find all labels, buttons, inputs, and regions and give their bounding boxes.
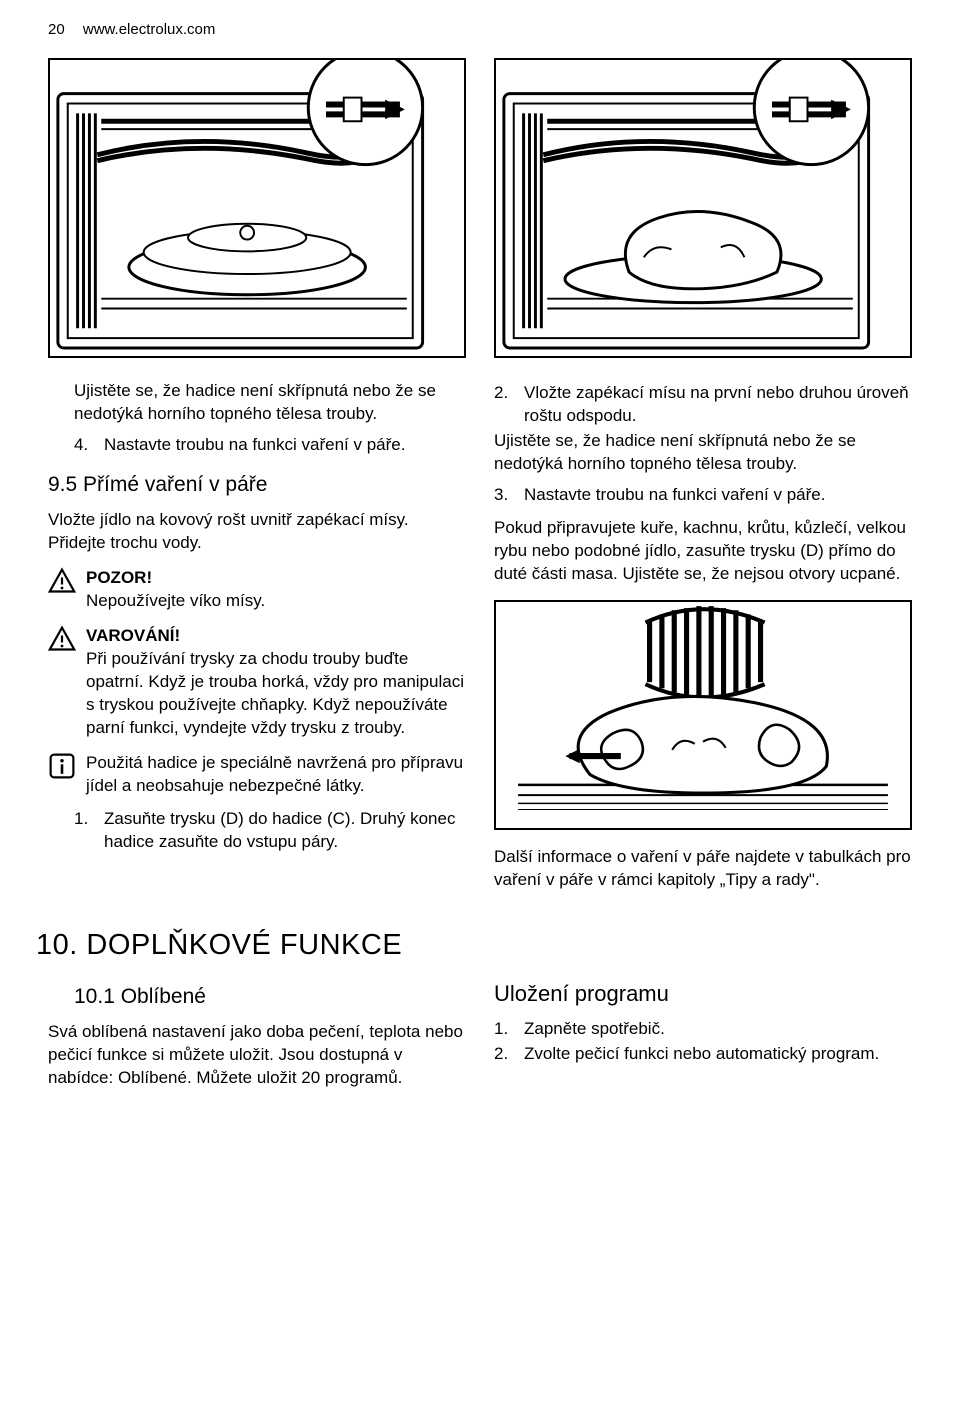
- varovani-bold: VAROVÁNÍ!: [86, 625, 466, 648]
- right-column: 2. Vložte zapékací mísu na první nebo dr…: [494, 380, 912, 899]
- figure-oven-chicken: [494, 58, 912, 358]
- num-1: 1.: [74, 808, 96, 854]
- r-text-3: Nastavte troubu na funkci vaření v páře.: [524, 484, 825, 507]
- warning-icon: [48, 625, 76, 653]
- p101: Svá oblíbená nastavení jako doba pečení,…: [48, 1021, 466, 1090]
- right-item-2: 2. Vložte zapékací mísu na první nebo dr…: [494, 382, 912, 428]
- r-text-2: Vložte zapékací mísu na první nebo druho…: [524, 382, 912, 428]
- info-icon: [48, 752, 76, 780]
- callout-pozor-body: POZOR! Nepoužívejte víko mísy.: [86, 567, 466, 613]
- info-text: Použitá hadice je speciálně navržená pro…: [86, 752, 466, 798]
- left-column: Ujistěte se, že hadice není skřípnutá ne…: [48, 380, 466, 899]
- right-p1: Ujistěte se, že hadice není skřípnutá ne…: [494, 430, 912, 476]
- left-item-1: 1. Zasuňte trysku (D) do hadice (C). Dru…: [48, 808, 466, 854]
- figure-grill-chicken: [494, 600, 912, 830]
- pozor-text: Nepoužívejte víko mísy.: [86, 590, 466, 613]
- s-text-1: Zapněte spotřebič.: [524, 1018, 665, 1041]
- header-url: www.electrolux.com: [83, 21, 216, 38]
- text-4: Nastavte troubu na funkci vaření v páře.: [104, 434, 405, 457]
- varovani-text: Při používání trysky za chodu trouby buď…: [86, 648, 466, 740]
- content-columns: Ujistěte se, že hadice není skřípnutá ne…: [48, 380, 912, 899]
- heading-save: Uložení programu: [494, 979, 912, 1009]
- left-p2: Vložte jídlo na kovový rošt uvnitř zapék…: [48, 509, 466, 555]
- r-num-2: 2.: [494, 382, 516, 428]
- right-p2: Pokud připravujete kuře, kachnu, krůtu, …: [494, 517, 912, 586]
- r-num-3: 3.: [494, 484, 516, 507]
- bottom-columns: 10.1 Oblíbené Svá oblíbená nastavení jak…: [48, 973, 912, 1098]
- pozor-bold: POZOR!: [86, 567, 466, 590]
- bottom-right: Uložení programu 1. Zapněte spotřebič. 2…: [494, 973, 912, 1098]
- page-number: 20: [48, 20, 65, 40]
- save-item-1: 1. Zapněte spotřebič.: [494, 1018, 912, 1041]
- callout-pozor: POZOR! Nepoužívejte víko mísy.: [48, 567, 466, 613]
- callout-varovani-body: VAROVÁNÍ! Při používání trysky za chodu …: [86, 625, 466, 740]
- text-1: Zasuňte trysku (D) do hadice (C). Druhý …: [104, 808, 466, 854]
- right-item-3: 3. Nastavte troubu na funkci vaření v pá…: [494, 484, 912, 507]
- page-header: 20 www.electrolux.com: [48, 20, 912, 40]
- callout-info: Použitá hadice je speciálně navržená pro…: [48, 752, 466, 798]
- s-text-2: Zvolte pečicí funkci nebo automatický pr…: [524, 1043, 879, 1066]
- save-item-2: 2. Zvolte pečicí funkci nebo automatický…: [494, 1043, 912, 1066]
- top-figure-row: [48, 58, 912, 358]
- left-p1: Ujistěte se, že hadice není skřípnutá ne…: [48, 380, 466, 426]
- warning-icon: [48, 567, 76, 595]
- num-4: 4.: [74, 434, 96, 457]
- right-p3: Další informace o vaření v páře najdete …: [494, 846, 912, 892]
- figure-oven-dish: [48, 58, 466, 358]
- s-num-2: 2.: [494, 1043, 516, 1066]
- heading-10-1: 10.1 Oblíbené: [74, 983, 466, 1011]
- heading-10: 10. DOPLŇKOVÉ FUNKCE: [36, 926, 912, 965]
- heading-9-5: 9.5 Přímé vaření v páře: [48, 471, 466, 499]
- left-item-4: 4. Nastavte troubu na funkci vaření v pá…: [48, 434, 466, 457]
- s-num-1: 1.: [494, 1018, 516, 1041]
- bottom-left: 10.1 Oblíbené Svá oblíbená nastavení jak…: [48, 973, 466, 1098]
- callout-varovani: VAROVÁNÍ! Při používání trysky za chodu …: [48, 625, 466, 740]
